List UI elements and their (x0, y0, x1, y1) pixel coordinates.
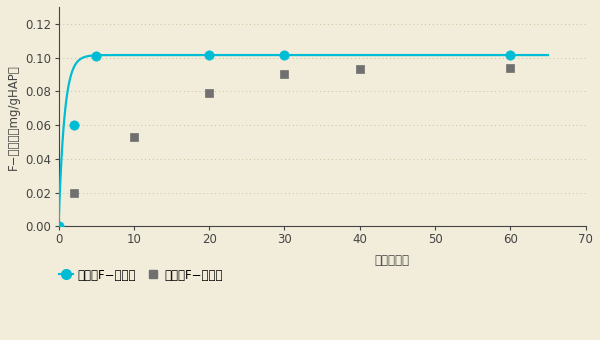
Point (205, 90, 214, 96)
Point (355, 67, 365, 72)
Point (69, 190, 79, 196)
Point (506, 52, 515, 58)
Point (205, 52, 214, 58)
Point (129, 134, 139, 140)
Point (91, 53, 101, 58)
Point (506, 65, 515, 70)
Point (280, 52, 289, 58)
Point (54, 224, 64, 229)
Text: 時間（分）: 時間（分） (375, 254, 410, 267)
Legend: 泡中のF−の吸着, 液中のF−の吸着: 泡中のF−の吸着, 液中のF−の吸着 (54, 264, 227, 286)
Y-axis label: F−吸着量（mg/gHAP）: F−吸着量（mg/gHAP） (7, 64, 20, 170)
Point (69, 122, 79, 128)
Point (280, 72, 289, 77)
